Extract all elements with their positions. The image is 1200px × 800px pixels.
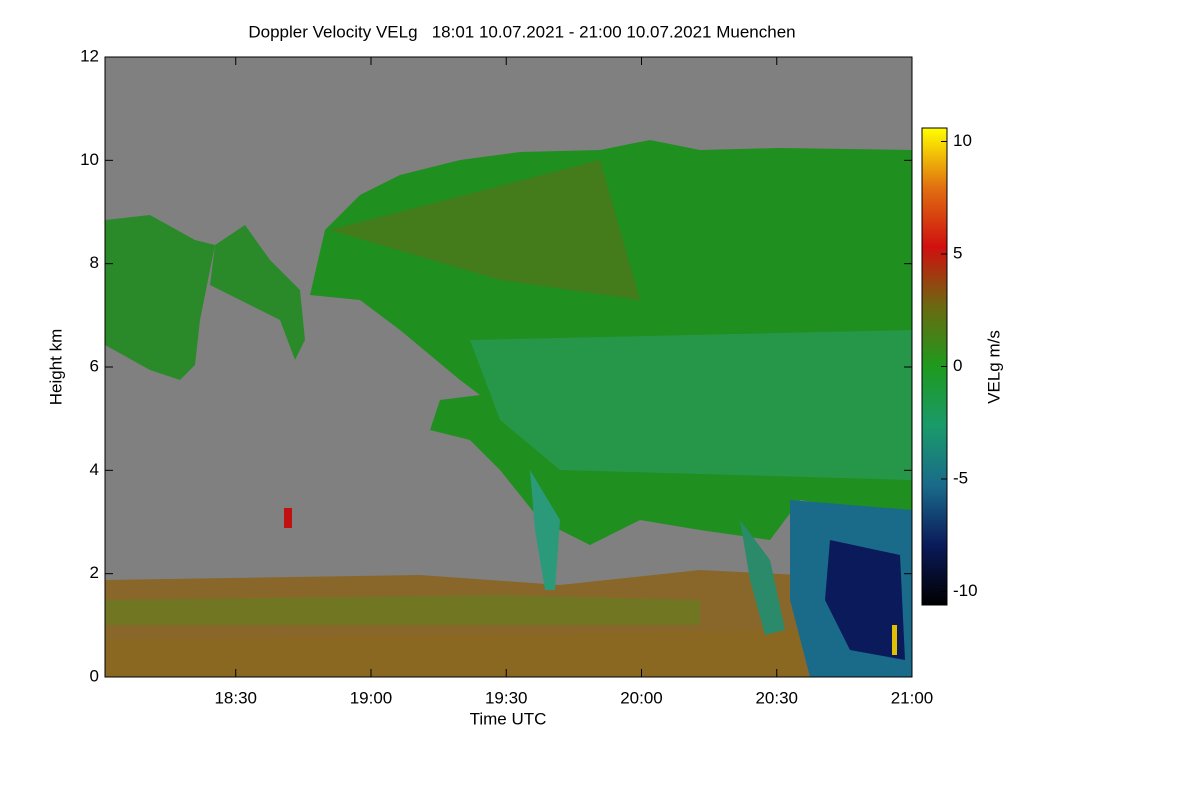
x-tick-label: 21:00 — [891, 688, 934, 707]
y-tick-label: 6 — [90, 356, 99, 375]
echo-region — [330, 160, 640, 300]
x-axis-label: Time UTC — [470, 709, 547, 728]
colorbar-tick-label: -5 — [953, 468, 968, 487]
colorbar-tick-label: 10 — [953, 131, 972, 150]
x-tick-label: 19:00 — [350, 688, 393, 707]
y-axis-label: Height km — [46, 329, 65, 406]
chart-title: Doppler Velocity VELg 18:01 10.07.2021 -… — [248, 22, 795, 41]
x-tick-label: 19:30 — [485, 688, 528, 707]
echo-region — [825, 540, 905, 660]
y-tick-label: 2 — [90, 563, 99, 582]
y-tick-label: 12 — [80, 46, 99, 65]
y-tick-label: 4 — [90, 460, 99, 479]
echo-region — [105, 630, 805, 677]
echo-region — [740, 520, 785, 635]
y-tick-label: 8 — [90, 253, 99, 272]
colorbar-tick-label: 5 — [953, 243, 962, 262]
echo-region — [284, 508, 292, 528]
x-tick-label: 20:00 — [620, 688, 663, 707]
colorbar-tick-label: 0 — [953, 356, 962, 375]
echo-region — [892, 625, 897, 655]
echo-region — [210, 225, 305, 360]
echo-region — [105, 595, 700, 625]
echo-region — [105, 215, 215, 380]
colorbar-tick-label: -10 — [953, 581, 978, 600]
echo-region — [470, 330, 912, 480]
echo-regions — [105, 140, 912, 677]
colorbar-label: VELg m/s — [984, 330, 1003, 404]
x-tick-label: 18:30 — [214, 688, 257, 707]
echo-region — [530, 470, 560, 590]
y-tick-label: 10 — [80, 150, 99, 169]
y-tick-label: 0 — [90, 666, 99, 685]
x-tick-label: 20:30 — [755, 688, 798, 707]
